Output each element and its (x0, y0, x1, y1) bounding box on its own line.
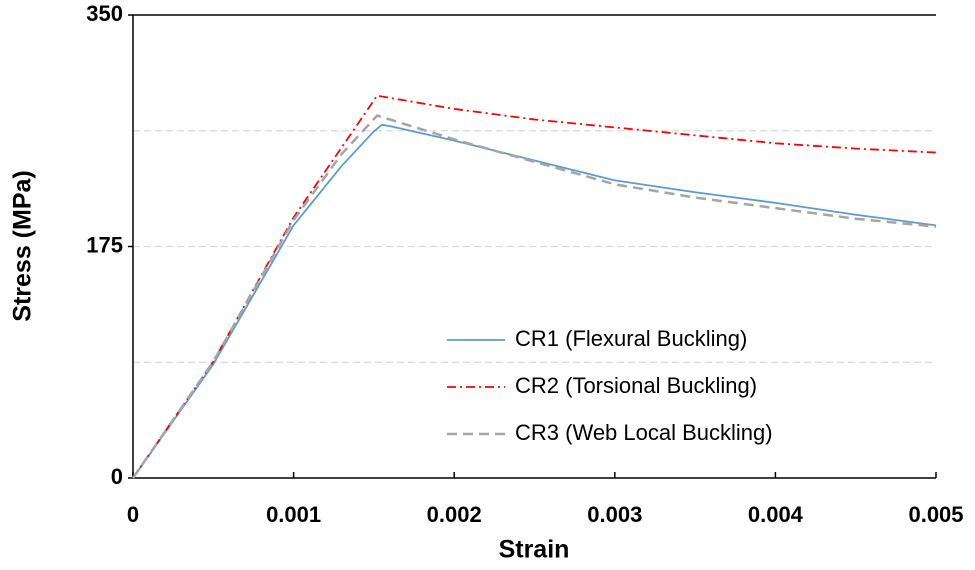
series-line (131, 114, 937, 479)
y-tick-label: 175 (86, 232, 123, 257)
y-axis-label: Stress (MPa) (9, 170, 37, 321)
series-line (132, 123, 937, 479)
x-axis-label: Strain (499, 536, 570, 564)
x-tick-label: 0.004 (748, 502, 804, 527)
y-tick-label: 350 (86, 1, 123, 26)
legend-label: CR2 (Torsional Buckling) (515, 373, 757, 398)
x-tick-label: 0.005 (908, 502, 963, 527)
legend-label: CR3 (Web Local Buckling) (515, 420, 773, 445)
x-tick-label: 0.002 (427, 502, 482, 527)
series-line (132, 94, 937, 479)
legend-label: CR1 (Flexural Buckling) (515, 326, 747, 351)
y-tick-label: 0 (111, 464, 123, 489)
x-tick-label: 0 (127, 502, 139, 527)
x-tick-label: 0.003 (587, 502, 642, 527)
x-tick-label: 0.001 (266, 502, 321, 527)
